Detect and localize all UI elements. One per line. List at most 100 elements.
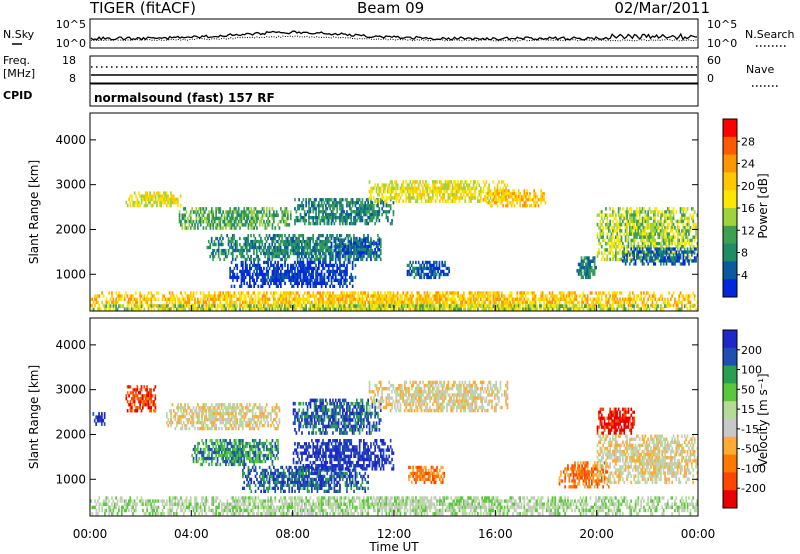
power-cell	[206, 294, 209, 298]
power-cell	[627, 297, 630, 301]
power-cell	[227, 213, 230, 217]
power-cell	[164, 303, 167, 308]
power-cell	[246, 263, 248, 268]
power-cell	[361, 201, 364, 205]
power-cell	[206, 307, 209, 312]
power-cell	[230, 226, 233, 230]
power-cell	[606, 257, 609, 262]
power-cell	[412, 300, 414, 305]
power-cell	[381, 303, 383, 308]
power-cell	[667, 300, 669, 305]
power-cell	[329, 300, 331, 305]
power-cell	[232, 294, 234, 298]
power-cell	[301, 304, 303, 308]
power-cell	[275, 291, 278, 295]
power-cell	[529, 192, 531, 196]
power-cell	[153, 191, 155, 195]
power-cell	[339, 266, 341, 271]
power-cell	[274, 300, 277, 305]
power-cell	[533, 291, 535, 295]
power-cell	[298, 207, 300, 211]
power-cell	[295, 239, 297, 244]
power-cell	[242, 260, 244, 265]
power-cell	[387, 291, 389, 295]
power-cell	[446, 304, 448, 308]
power-cell	[620, 291, 623, 295]
power-cell	[388, 183, 391, 187]
power-cell	[122, 304, 125, 308]
power-cell	[140, 294, 143, 298]
power-cell	[375, 199, 378, 203]
power-cell	[233, 307, 236, 312]
power-cell	[118, 294, 120, 298]
station-title: TIGER (fitACF)	[89, 0, 196, 17]
power-cell	[379, 304, 382, 308]
power-cell	[242, 266, 244, 271]
power-cell	[651, 300, 654, 305]
power-cell	[586, 275, 589, 279]
power-cell	[194, 226, 196, 230]
power-cell	[324, 251, 327, 256]
power-cell	[305, 304, 307, 308]
power-cell	[109, 297, 112, 301]
power-cell	[432, 294, 434, 298]
power-cell	[374, 222, 376, 226]
power-cell	[225, 226, 227, 230]
power-cell	[94, 303, 96, 308]
power-cell	[275, 281, 278, 285]
power-cell	[441, 300, 444, 305]
power-cell	[128, 307, 130, 312]
power-cell	[153, 294, 155, 298]
power-cell	[384, 186, 386, 191]
power-cell	[223, 251, 226, 256]
power-cell	[364, 294, 367, 298]
power-cell	[279, 242, 282, 247]
power-cell	[133, 191, 136, 195]
power-cell	[433, 263, 435, 268]
power-cell	[284, 304, 286, 308]
power-cell	[243, 297, 246, 301]
power-cell	[211, 207, 213, 211]
power-cell	[235, 207, 237, 211]
power-cell	[425, 294, 427, 298]
power-cell	[602, 226, 604, 230]
power-cell	[270, 245, 272, 250]
power-cell	[553, 307, 555, 311]
power-cell	[251, 242, 254, 247]
power-cell	[156, 200, 158, 205]
power-cell	[378, 307, 381, 311]
power-cell	[213, 219, 216, 224]
power-cell	[381, 213, 383, 217]
power-cell	[506, 303, 509, 308]
power-cell	[678, 300, 680, 305]
power-cell	[619, 300, 621, 305]
power-cell	[194, 300, 196, 305]
power-cell	[650, 303, 652, 308]
power-cell	[580, 259, 583, 263]
power-cell	[605, 294, 607, 298]
power-cell	[423, 291, 426, 295]
power-cell	[517, 300, 520, 305]
power-cell	[242, 300, 244, 305]
power-cell	[364, 304, 367, 308]
power-cell	[257, 304, 260, 308]
power-cell	[423, 275, 425, 280]
power-cell	[412, 260, 414, 265]
power-cell	[461, 196, 464, 200]
power-cell	[308, 307, 310, 312]
power-cell	[489, 189, 492, 193]
power-cell	[475, 186, 478, 191]
power-cell	[520, 294, 523, 298]
power-cell	[255, 248, 258, 253]
power-cell	[388, 291, 391, 295]
power-cell	[232, 216, 234, 221]
power-cell	[513, 189, 516, 193]
power-cell	[346, 263, 348, 268]
power-cell	[253, 307, 255, 311]
power-cell	[239, 242, 241, 247]
power-cell	[260, 297, 262, 301]
power-cell	[215, 251, 217, 256]
power-cell	[602, 254, 604, 258]
power-cell	[323, 219, 326, 223]
power-cell	[219, 304, 222, 308]
